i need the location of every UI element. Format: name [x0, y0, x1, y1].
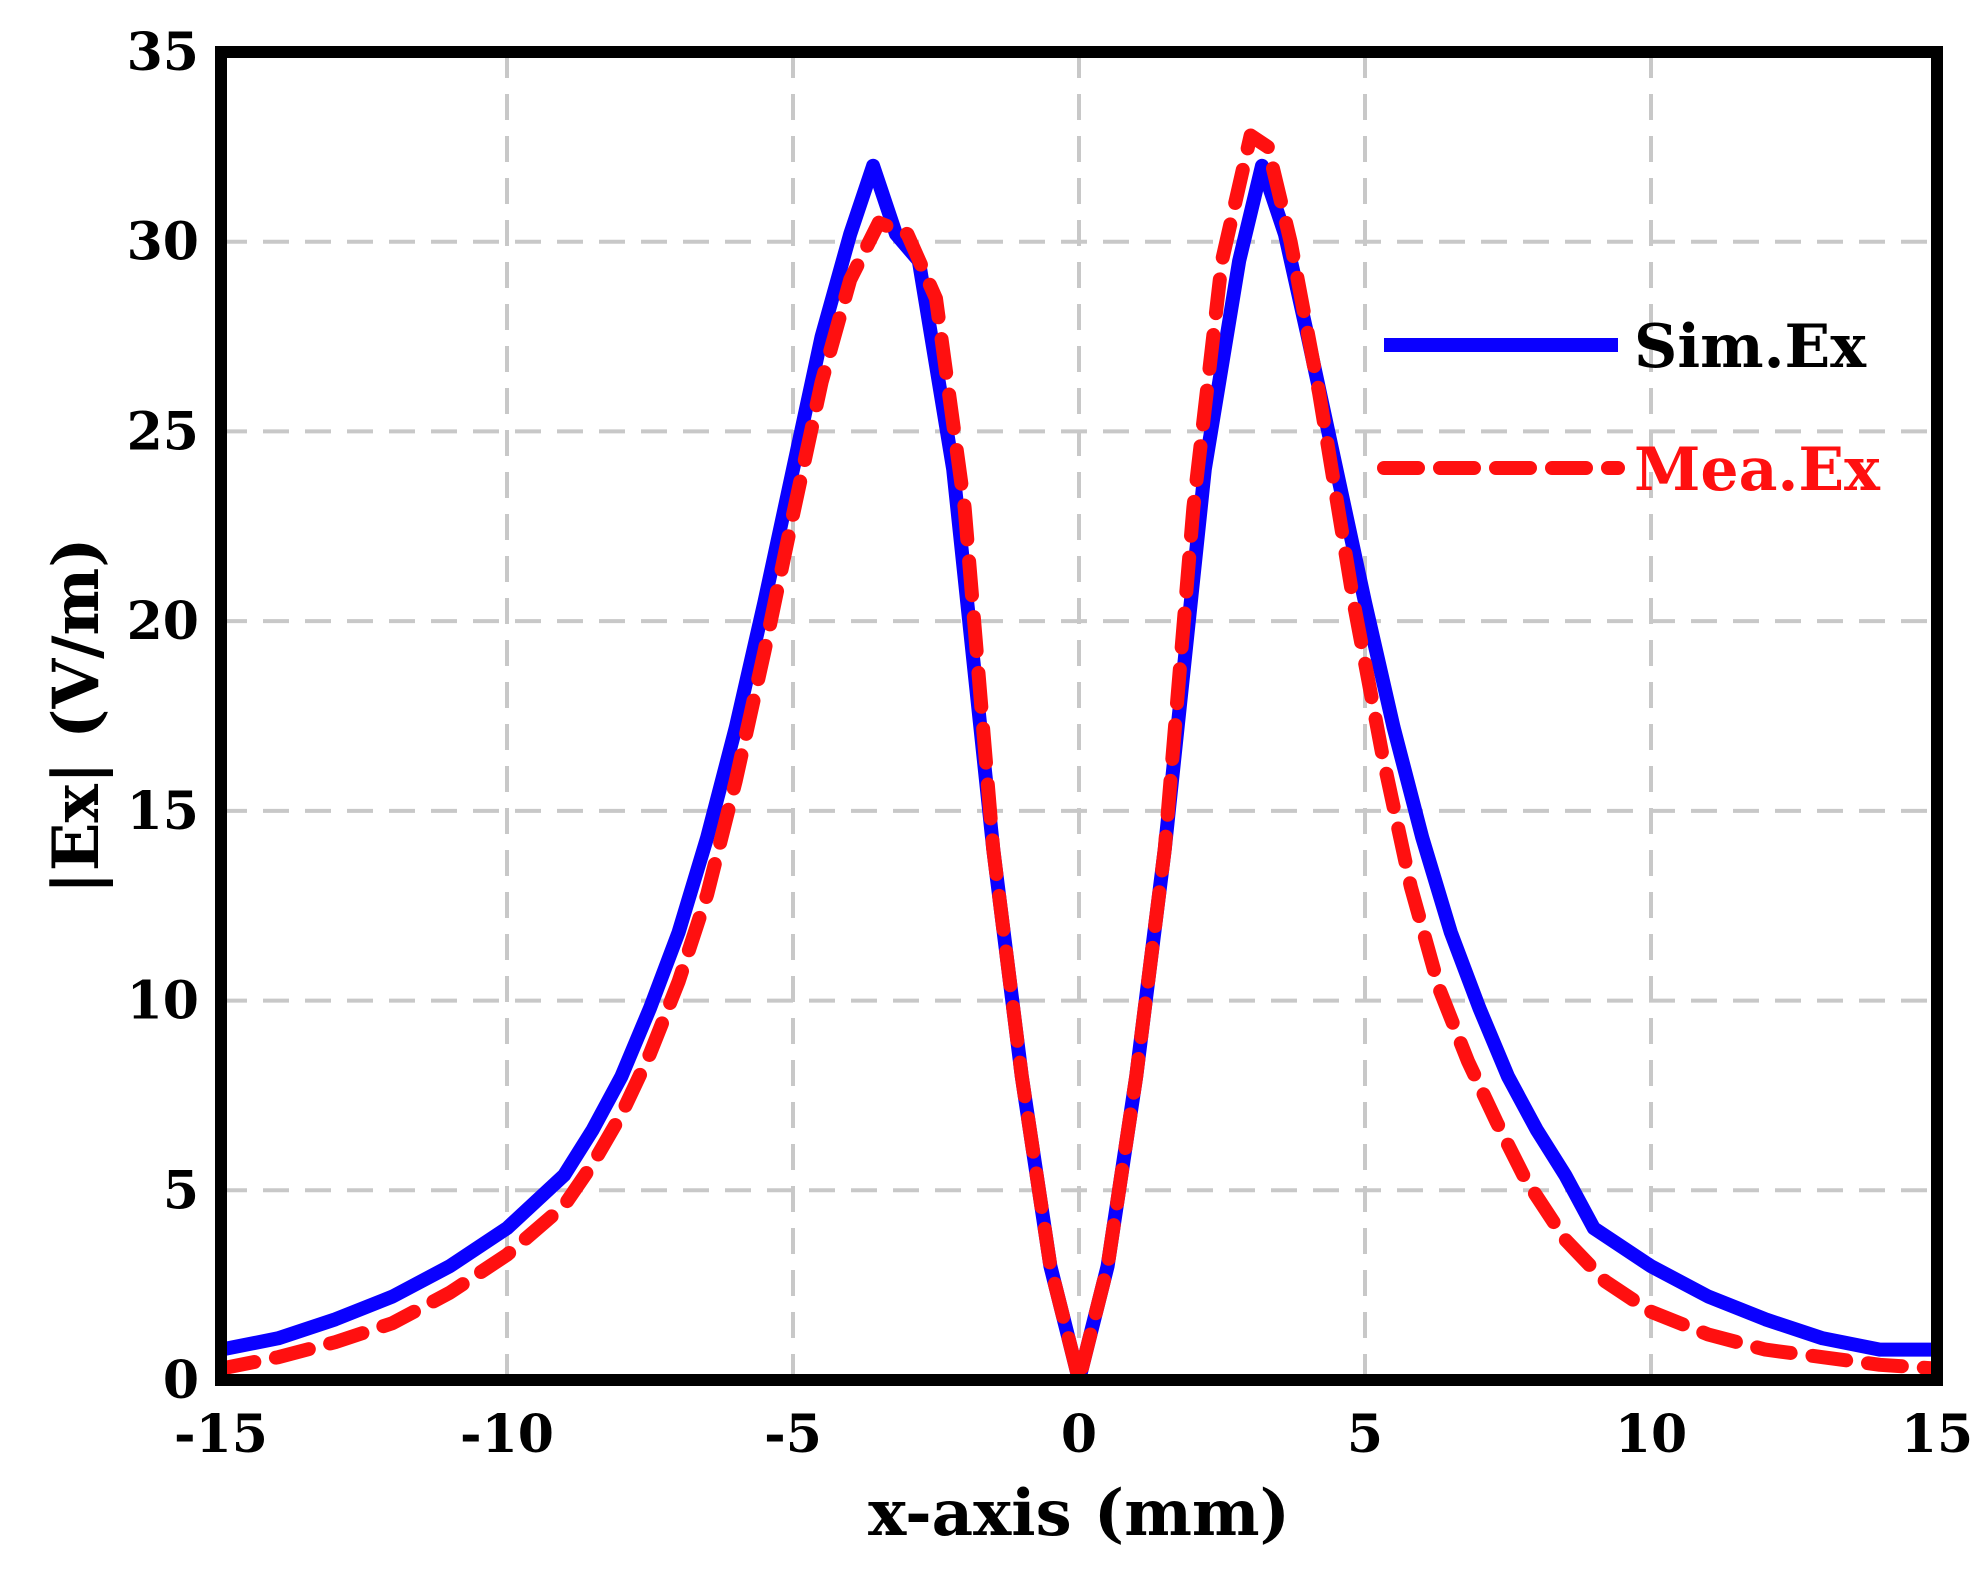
y-tick-label: 30 [127, 212, 199, 273]
legend-label-mea: Mea.Ex [1634, 435, 1881, 505]
y-tick-label: 5 [163, 1160, 199, 1221]
y-tick-label: 15 [127, 781, 199, 842]
x-tick-label: 5 [1347, 1404, 1383, 1465]
legend-label-sim: Sim.Ex [1634, 312, 1867, 382]
y-tick-label: 0 [163, 1350, 199, 1411]
y-tick-label: 35 [127, 22, 199, 83]
y-tick-label: 10 [127, 971, 199, 1032]
legend: Sim.Ex Mea.Ex [1377, 312, 1881, 505]
plot-frame [215, 46, 1943, 1386]
x-tick-label: 15 [1901, 1404, 1973, 1465]
x-tick-label: -5 [764, 1404, 822, 1465]
x-axis-title: x-axis (mm) [868, 1476, 1290, 1551]
grid [221, 52, 1937, 1380]
x-tick-label: -10 [460, 1404, 554, 1465]
y-tick-label: 20 [127, 591, 199, 652]
tick-labels: -15 -10 -5 0 5 10 15 0 5 10 15 20 25 30 35 [127, 22, 1974, 1465]
y-tick-label: 25 [127, 401, 199, 462]
series-line-mea-ex [221, 128, 1937, 1384]
x-tick-label: -15 [174, 1404, 268, 1465]
x-tick-label: 0 [1061, 1404, 1097, 1465]
y-axis-title: |Ex| (V/m) [39, 537, 114, 894]
x-tick-label: 10 [1615, 1404, 1687, 1465]
